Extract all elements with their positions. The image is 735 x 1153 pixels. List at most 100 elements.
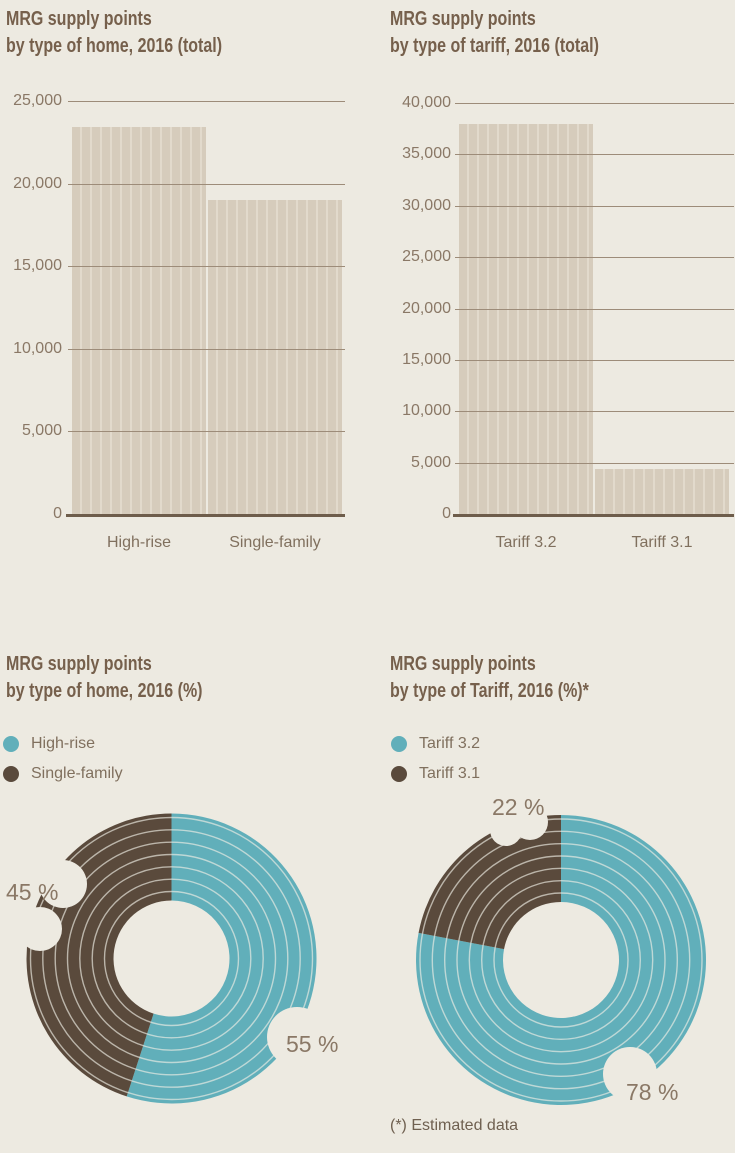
y-axis-tick-label: 10,000 [402, 402, 451, 420]
donut-chart-tariff-pct: MRG supply points by type of Tariff, 201… [368, 645, 735, 1153]
donut-plot-area-tariff [368, 645, 735, 1153]
chart-title-line: by type of Tariff, 2016 (%)* [390, 680, 589, 702]
chart-title-line: MRG supply points [6, 8, 152, 30]
bar-tariff-3-1 [595, 468, 729, 514]
gridline [68, 348, 345, 350]
bar-high-rise [72, 127, 206, 514]
donut-ring-texture [480, 879, 642, 1041]
percent-label-tariff-3-2: 78 % [626, 1079, 679, 1105]
legend-label: Single-family [31, 765, 123, 782]
gridline [68, 431, 345, 433]
legend-home: High-rise Single-family [3, 729, 123, 789]
y-axis-tick-label: 5,000 [410, 453, 451, 471]
gridline [455, 308, 734, 310]
x-axis-label-single-family: Single-family [229, 534, 321, 551]
bar-single-family [208, 200, 342, 514]
y-axis-tick-label: 25,000 [402, 248, 451, 266]
donut-ring-texture [91, 878, 252, 1039]
y-axis-tick-label: 30,000 [402, 196, 451, 214]
gridline [455, 154, 734, 156]
legend-label: Tariff 3.2 [419, 735, 481, 752]
chart-title-line: by type of home, 2016 (total) [6, 35, 223, 57]
y-axis-tick-label: 0 [53, 505, 62, 522]
donut-ring-texture [493, 892, 629, 1028]
percent-label-high-rise: 55 % [286, 1031, 339, 1057]
gridline [455, 462, 734, 464]
legend-item-tariff-3-1: Tariff 3.1 [391, 759, 480, 789]
legend-item-tariff-3-2: Tariff 3.2 [391, 729, 480, 759]
y-axis-tick-label: 15,000 [13, 257, 62, 275]
gridline [455, 205, 734, 207]
y-axis-tick-label: 0 [442, 505, 451, 522]
x-axis-baseline [66, 514, 345, 517]
gridline [68, 266, 345, 268]
percent-label-tariff-3-1: 22 % [492, 794, 545, 820]
y-axis-tick-label: 15,000 [402, 350, 451, 368]
donut-ring-texture [456, 855, 666, 1065]
y-axis-tick-label: 25,000 [13, 92, 62, 109]
callout-notch [18, 907, 62, 951]
legend-item-single-family: Single-family [3, 759, 123, 789]
y-axis-tick-label: 20,000 [13, 174, 62, 192]
donut-ring-texture [79, 866, 264, 1051]
donut-slice-tariff-3-2 [416, 815, 707, 1105]
x-axis-label-tariff-3-1: Tariff 3.1 [631, 534, 693, 551]
callout-notch [39, 860, 87, 908]
chart-title-line: by type of tariff, 2016 (total) [390, 35, 599, 57]
donut-ring-texture [468, 867, 654, 1053]
x-axis-baseline [453, 514, 734, 517]
legend-swatch-brown [3, 766, 19, 782]
gridline [68, 183, 345, 185]
footnote-estimated-data: (*) Estimated data [390, 1117, 519, 1134]
legend-swatch-teal [3, 736, 19, 752]
chart-title-line: MRG supply points [390, 653, 536, 675]
bar-chart-home-total: MRG supply points by type of home, 2016 … [0, 0, 368, 620]
legend-item-high-rise: High-rise [3, 729, 123, 759]
y-axis-tick-label: 20,000 [402, 299, 451, 317]
gridline [68, 101, 345, 102]
x-axis-label-high-rise: High-rise [106, 534, 171, 551]
donut-svg [416, 804, 707, 1105]
chart-title-line: MRG supply points [390, 8, 536, 30]
chart-title-line: by type of home, 2016 (%) [6, 680, 203, 702]
donut-ring-texture [103, 890, 240, 1027]
callout-notch [512, 804, 548, 840]
bar-plot-area-tariff: 40,000 35,000 30,000 25,000 20,000 15,000 10,0… [368, 0, 735, 620]
gridline [455, 103, 734, 104]
legend-tariff: Tariff 3.2 Tariff 3.1 [391, 729, 480, 789]
gridline [455, 359, 734, 361]
legend-swatch-brown [391, 766, 407, 782]
donut-ring-texture [443, 842, 679, 1078]
donut-ring-texture [431, 830, 691, 1090]
chart-title-home-pct: MRG supply points by type of home, 2016 … [6, 651, 374, 705]
gridline [455, 411, 734, 413]
donut-svg [18, 813, 327, 1104]
legend-swatch-teal [391, 736, 407, 752]
gridline [455, 257, 734, 259]
donut-ring-texture [419, 818, 703, 1102]
bar-plot-area-home: 25,000 20,000 15,000 10,000 5,000 0 High-rise S… [0, 0, 368, 620]
chart-title-tariff-total: MRG supply points by type of tariff, 201… [390, 6, 735, 60]
donut-ring-texture [29, 816, 314, 1101]
callout-notch [267, 1007, 327, 1067]
bar-tariff-3-2 [459, 123, 593, 514]
donut-chart-home-pct: MRG supply points by type of home, 2016 … [0, 645, 368, 1153]
chart-title-tariff-pct: MRG supply points by type of Tariff, 201… [390, 651, 735, 705]
callout-notch [603, 1047, 657, 1101]
donut-ring-texture [66, 853, 277, 1064]
chart-title-line: MRG supply points [6, 653, 152, 675]
legend-label: High-rise [31, 735, 96, 752]
y-axis-tick-label: 10,000 [13, 339, 62, 357]
y-axis-tick-label: 35,000 [402, 145, 451, 163]
bar-chart-tariff-total: MRG supply points by type of tariff, 201… [368, 0, 735, 620]
donut-ring-texture [54, 841, 289, 1076]
donut-ring-texture [42, 829, 301, 1088]
percent-label-single-family: 45 % [6, 879, 59, 905]
donut-plot-area-home [0, 645, 368, 1153]
y-axis-tick-label: 5,000 [21, 422, 62, 440]
y-axis-tick-label: 40,000 [402, 94, 451, 111]
chart-title-home-total: MRG supply points by type of home, 2016 … [6, 6, 374, 60]
x-axis-label-tariff-3-2: Tariff 3.2 [495, 534, 557, 551]
legend-label: Tariff 3.1 [419, 765, 481, 782]
